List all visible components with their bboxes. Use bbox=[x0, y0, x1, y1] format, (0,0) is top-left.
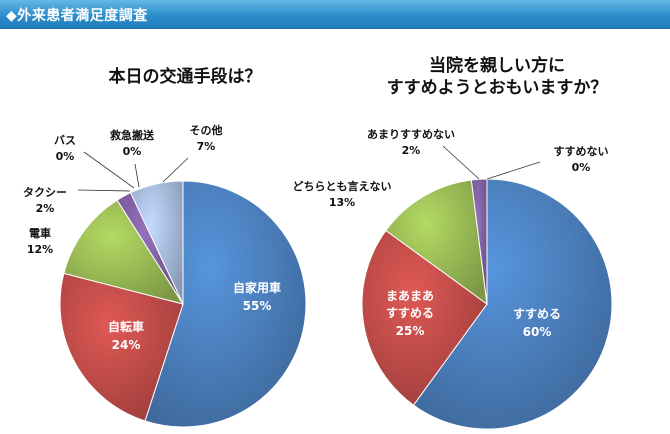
pie1-pct-6: 0% bbox=[123, 145, 142, 158]
pie2-label-3: どちらとも言えない bbox=[293, 179, 392, 193]
pie1-label-1: 自家用車 bbox=[233, 280, 281, 295]
pie1-leader-5 bbox=[83, 151, 135, 189]
pie2-pct-1: 60% bbox=[523, 325, 552, 339]
pie1-label-3: 電車 bbox=[29, 226, 51, 240]
pie1-pct-2: 24% bbox=[112, 338, 141, 352]
pie2-leader-5 bbox=[486, 161, 541, 180]
pie2-pct-5: 0% bbox=[572, 161, 591, 174]
pie2-pct-2: 25% bbox=[396, 324, 425, 338]
pie1-pct-3: 12% bbox=[27, 243, 53, 256]
pie1-label-5: バス bbox=[54, 134, 76, 147]
pie2-slice-3 bbox=[385, 179, 488, 306]
pie2-pct-4: 2% bbox=[402, 144, 421, 157]
pie1-slice-2 bbox=[59, 272, 184, 422]
pie1-pct-7: 7% bbox=[197, 140, 216, 153]
pie2-label-1: すすめる bbox=[513, 307, 561, 321]
pie2-slice-2 bbox=[361, 229, 488, 406]
header-title: ◆外来患者満足度調査 bbox=[6, 8, 148, 24]
pie1-slice-3 bbox=[63, 199, 185, 305]
pie1-slice-1 bbox=[144, 180, 307, 428]
pie2-slice-1 bbox=[412, 178, 613, 430]
pie2-label-5: すすめない bbox=[554, 145, 609, 158]
chart-title-recommend: 当院を親しい方に すすめようとおもいますか？ bbox=[352, 55, 642, 99]
pie2-slice-4 bbox=[470, 178, 488, 305]
pie1-leader-4 bbox=[77, 189, 131, 192]
pie2-label-2-line1: まあまあ bbox=[386, 289, 434, 303]
pie1-leader-7 bbox=[162, 157, 189, 183]
pie-1: 自家用車 55% 自転車 24% 電車 12% タクシー 2% バス 0% 救急搬送 0% その他 7% bbox=[23, 123, 307, 428]
pie1-label-4: タクシー bbox=[23, 186, 67, 199]
header-bar: ◆外来患者満足度調査 bbox=[0, 0, 670, 29]
pie1-pct-5: 0% bbox=[56, 150, 75, 163]
pie1-label-2: 自転車 bbox=[108, 319, 144, 334]
chart-title-transport: 本日の交通手段は？ bbox=[108, 67, 262, 87]
chart-title-recommend-line1: 当院を親しい方に bbox=[429, 56, 565, 76]
pie1-slice-7 bbox=[129, 180, 184, 305]
pie1-pct-1: 55% bbox=[243, 299, 272, 313]
pie1-pct-4: 2% bbox=[36, 202, 55, 215]
pie2-label-2-line2: すすめる bbox=[386, 306, 434, 320]
chart-title-recommend-line2: すすめようとおもいますか？ bbox=[386, 78, 608, 98]
pie1-label-6: 救急搬送 bbox=[110, 128, 155, 142]
pie2-leader-4 bbox=[442, 145, 480, 180]
pie2-label-4: あまりすすめない bbox=[367, 128, 455, 141]
pie2-pct-3: 13% bbox=[329, 196, 355, 209]
pie1-leader-6 bbox=[134, 163, 140, 188]
pie1-label-7: その他 bbox=[190, 123, 223, 137]
